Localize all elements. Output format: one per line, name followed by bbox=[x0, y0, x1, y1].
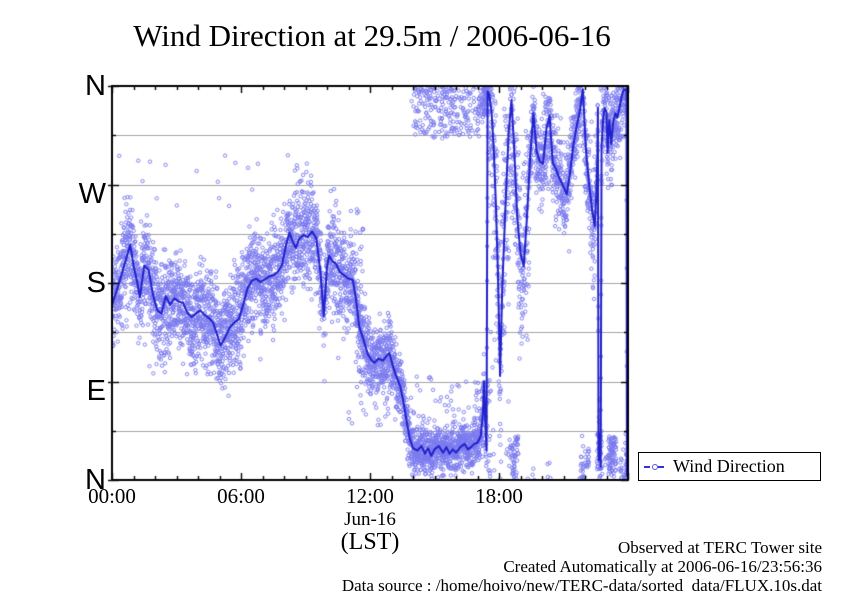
x-tick-label-1800: 18:00 bbox=[475, 484, 523, 508]
y-tick-label-south: S bbox=[86, 267, 106, 299]
x-tick-label-0000: 00:00 bbox=[88, 484, 136, 508]
wind-direction-line-sample-icon bbox=[644, 462, 666, 472]
y-tick-label-north-bottom: N bbox=[85, 464, 106, 496]
chart-title: Wind Direction at 29.5m / 2006-06-16 bbox=[133, 18, 611, 53]
legend-box: Wind Direction bbox=[638, 452, 821, 481]
x-tick-label-1200: 12:00 bbox=[346, 484, 394, 508]
y-tick-label-north-top: N bbox=[85, 70, 106, 102]
y-tick-label-east: E bbox=[86, 375, 106, 407]
y-tick-label-west: W bbox=[78, 178, 106, 210]
x-tick-label-0600: 06:00 bbox=[217, 484, 265, 508]
x-axis-title-date: Jun-16 bbox=[344, 509, 396, 530]
annotation-observed-site: Observed at TERC Tower site bbox=[617, 538, 822, 557]
annotation-created-at: Created Automatically at 2006-06-16/23:5… bbox=[503, 557, 822, 576]
x-axis-title-timezone: (LST) bbox=[340, 529, 400, 555]
annotation-data-source: Data source : /home/hoivo/new/TERC-data/… bbox=[341, 576, 822, 595]
legend-label: Wind Direction bbox=[673, 456, 785, 476]
